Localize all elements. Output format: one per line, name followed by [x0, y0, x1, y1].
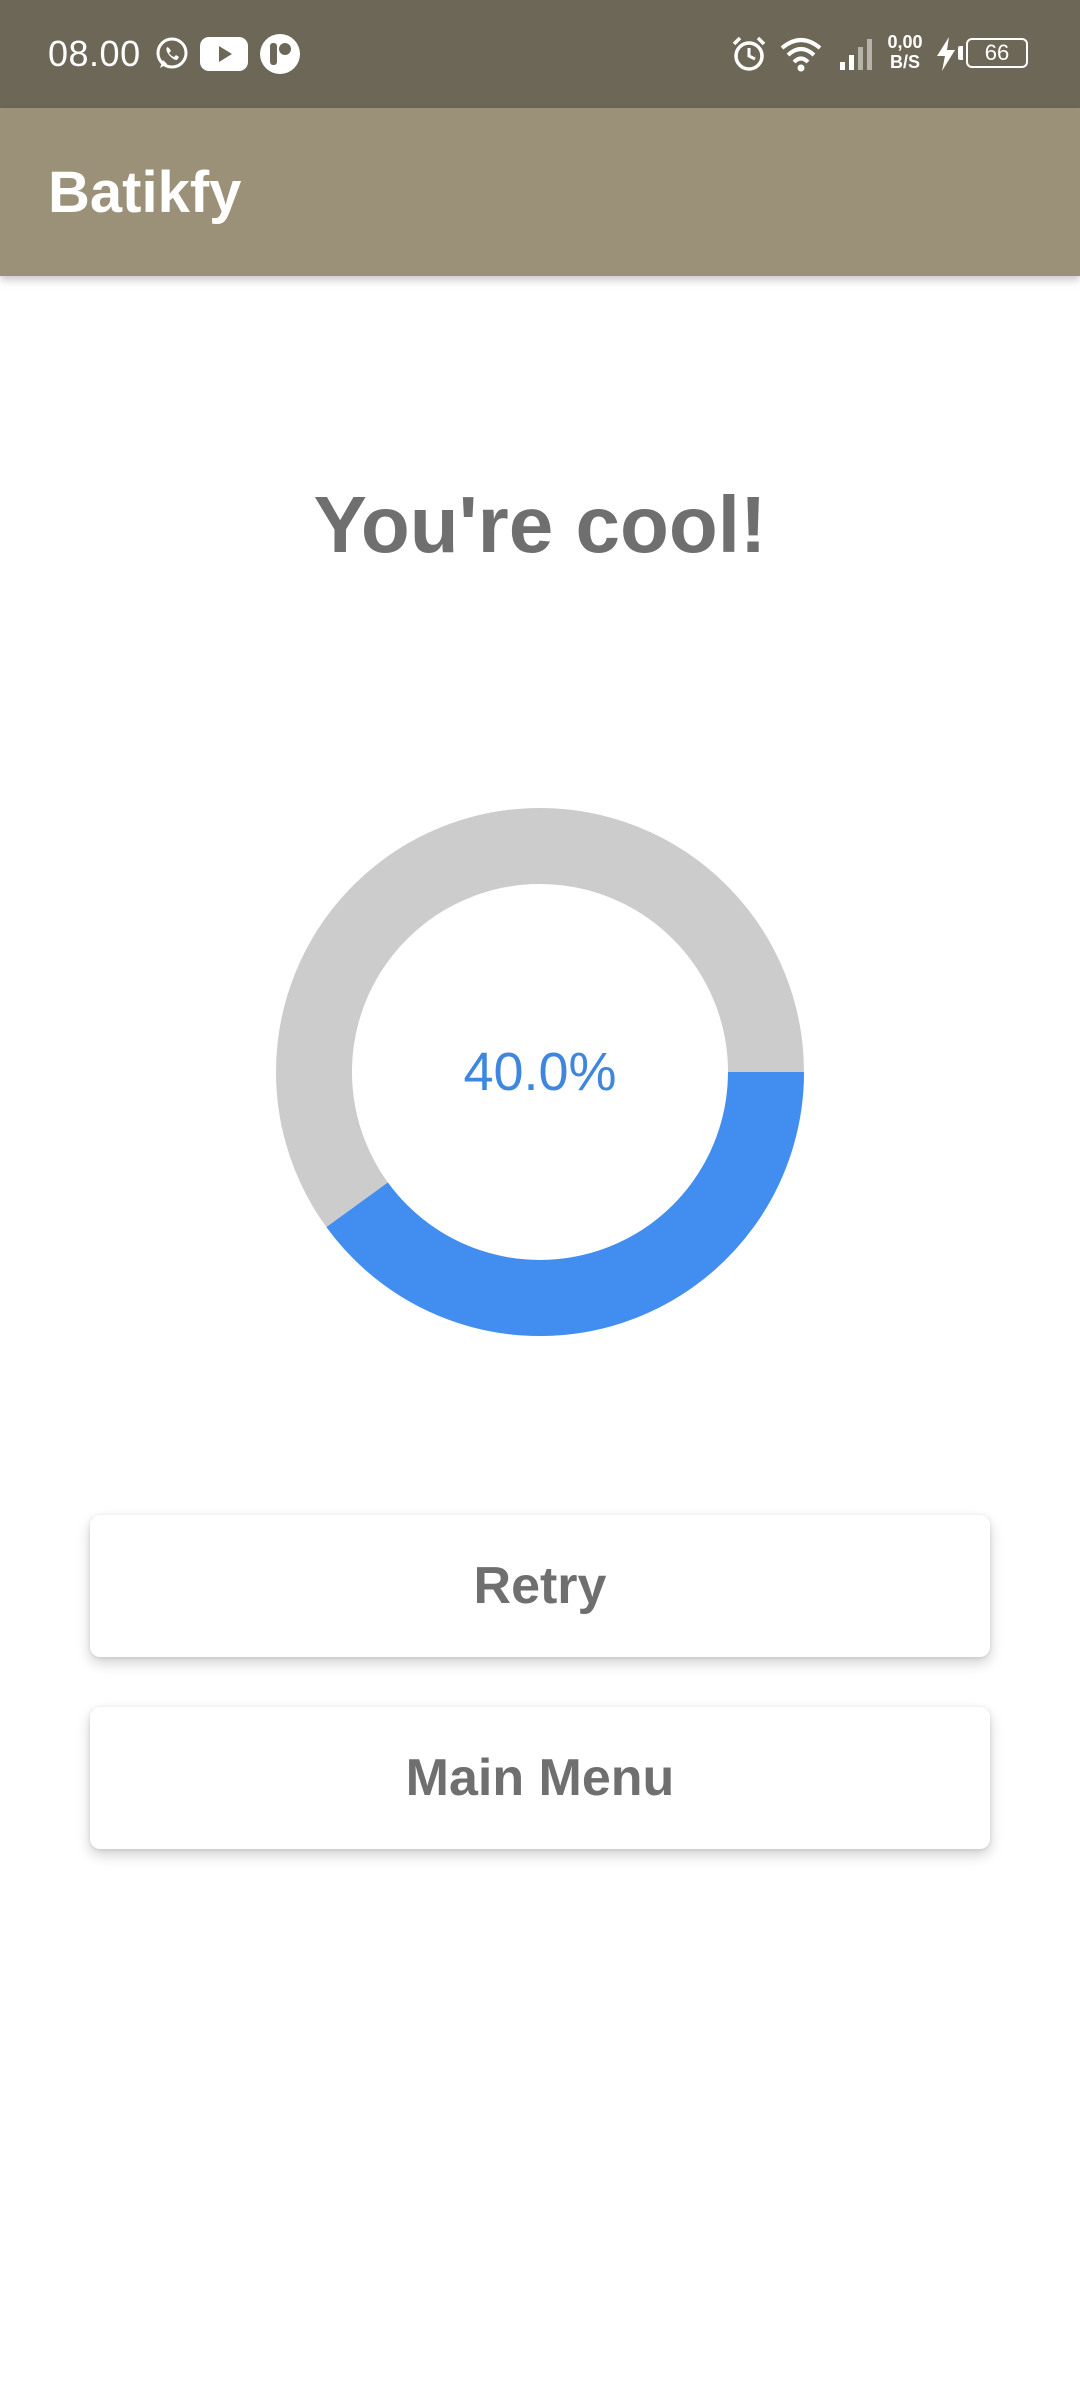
donut-svg — [276, 808, 804, 1336]
app-title: Batikfy — [48, 160, 242, 225]
signal-icon — [836, 30, 876, 78]
status-bar: 08.00 — [0, 0, 1080, 108]
app-bar: Batikfy — [0, 108, 1080, 276]
app-notification-icon — [256, 30, 304, 78]
retry-button[interactable]: Retry — [90, 1515, 990, 1657]
result-headline: You're cool! — [313, 480, 767, 569]
score-percentage-label: 40.0% — [463, 1042, 617, 1102]
wifi-icon — [778, 30, 824, 78]
donut-slice-score — [326, 1071, 804, 1336]
network-speed: 0,00 B/S — [880, 32, 930, 72]
battery-icon: 66 — [966, 38, 1028, 68]
charging-icon — [934, 30, 958, 78]
battery-tip — [958, 46, 963, 60]
youtube-icon — [198, 30, 250, 78]
whatsapp-icon — [152, 30, 192, 78]
alarm-icon — [728, 30, 770, 78]
score-donut-chart: 40.0% — [276, 808, 804, 1336]
network-speed-unit: B/S — [889, 52, 920, 72]
main-menu-button[interactable]: Main Menu — [90, 1707, 990, 1849]
network-speed-value: 0,00 — [887, 32, 923, 52]
status-time: 08.00 — [48, 33, 141, 74]
